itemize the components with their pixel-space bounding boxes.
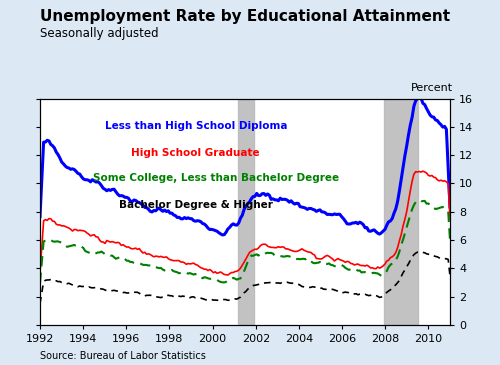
Text: Percent: Percent [410,83,453,93]
Text: Seasonally adjusted: Seasonally adjusted [40,27,158,41]
Text: Source: Bureau of Labor Statistics: Source: Bureau of Labor Statistics [40,351,206,361]
Bar [384,99,418,325]
Bar [238,99,254,325]
Text: Unemployment Rate by Educational Attainment: Unemployment Rate by Educational Attainm… [40,9,450,24]
Text: Bachelor Degree & Higher: Bachelor Degree & Higher [119,200,272,210]
Text: High School Graduate: High School Graduate [132,148,260,158]
Text: Some College, Less than Bachelor Degree: Some College, Less than Bachelor Degree [93,173,340,183]
Text: Less than High School Diploma: Less than High School Diploma [104,121,287,131]
